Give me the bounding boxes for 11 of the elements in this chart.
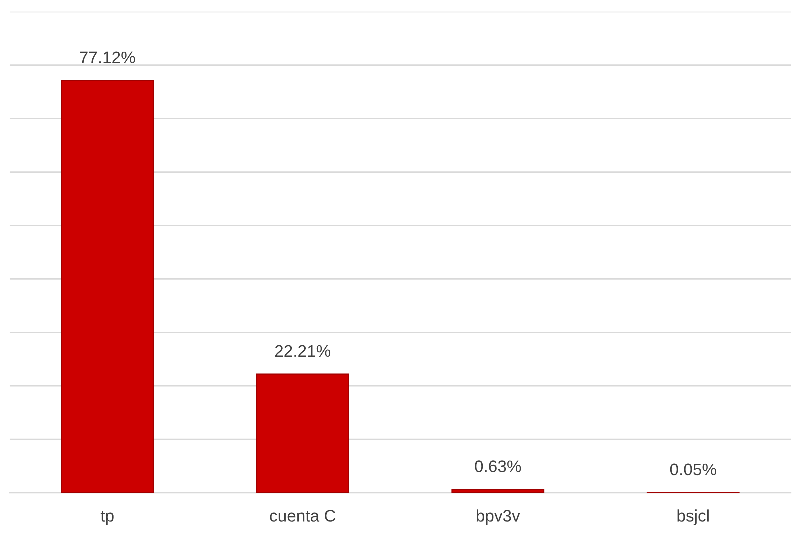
bar — [256, 374, 350, 494]
data-label: 77.12% — [80, 52, 136, 64]
data-label: 0.05% — [670, 464, 716, 476]
x-tick-label: bsjcl — [678, 510, 709, 526]
bar — [61, 80, 154, 494]
x-tick-label: tp — [100, 510, 114, 526]
data-label: 0.63% — [475, 460, 522, 472]
data-label: 22.21% — [275, 345, 331, 358]
x-tick-label: bpv3v — [476, 510, 520, 526]
x-tick-label: cuenta C — [270, 510, 336, 522]
bar — [452, 489, 545, 494]
